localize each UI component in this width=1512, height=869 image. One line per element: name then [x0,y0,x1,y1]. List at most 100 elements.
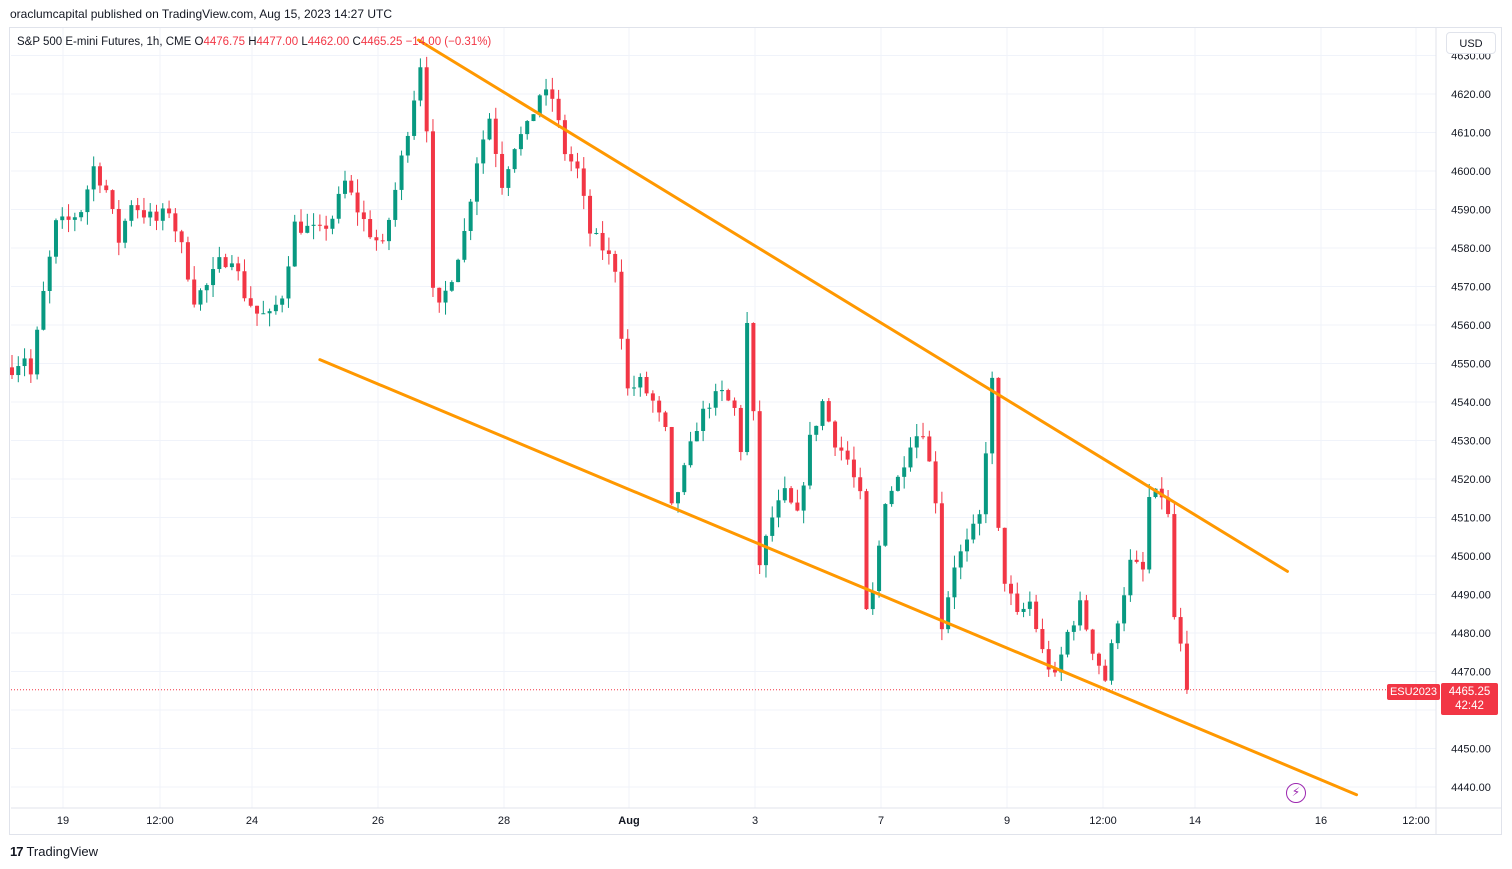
candle-body [632,387,637,389]
lower-channel-trendline [318,358,1359,797]
candle-body [16,366,21,376]
y-tick-label: 4570.00 [1451,282,1491,294]
close-label: C [352,36,361,48]
candle-body [1059,654,1064,673]
candle-body [487,118,492,140]
high-value: 4477.00 [256,36,299,48]
candle-body [933,461,938,504]
last-price-value: 4465.25 [1448,686,1491,698]
candle-body [921,436,926,438]
x-tick-label: 12:00 [1402,815,1430,827]
currency-button[interactable]: USD [1446,32,1496,54]
candle-body [28,358,33,375]
candle-body [1096,653,1101,666]
candle-body [518,134,523,150]
candle-body [160,208,165,221]
candle-body [299,221,304,233]
candle-body [198,290,203,305]
candle-body [167,208,172,214]
x-tick-label: 12:00 [146,815,174,827]
candle-body [525,121,530,135]
candle-body [380,240,385,242]
candle-body [512,149,517,170]
candle-body [1178,617,1183,644]
candle-body [669,426,674,504]
candle-body [1084,600,1089,630]
candle-body [1140,561,1145,570]
candle-body [204,285,209,291]
candle-body [405,135,410,156]
candle-body [795,502,800,511]
candle-body [927,436,932,462]
candle-body [255,305,260,314]
candle-body [701,408,706,432]
candles [10,56,1189,694]
grid-lines [11,28,1436,808]
candle-body [305,225,310,233]
candle-body [324,225,329,229]
candle-body [726,390,731,401]
candle-body [185,242,190,280]
candle-body [908,447,913,468]
candle-body [877,545,882,592]
candle-body [1021,608,1026,612]
symbol-badge: ESU2023 [1387,684,1440,700]
candle-body [211,269,216,286]
candle-body [129,205,134,221]
candle-body [468,201,473,231]
candle-body [965,539,970,552]
candle-body [1071,625,1076,632]
candle-body [914,436,919,448]
candle-body [1078,600,1083,626]
y-tick-label: 4520.00 [1451,474,1491,486]
y-tick-label: 4480.00 [1451,628,1491,640]
candle-body [1027,601,1032,609]
candle-body [1034,601,1039,630]
candle-body [500,153,505,188]
candle-body [588,195,593,234]
candle-body [47,256,52,291]
candle-body [286,266,291,299]
candle-body [537,95,542,115]
chart-frame[interactable] [9,27,1502,835]
candle-body [531,114,536,122]
x-tick-label: 9 [1004,815,1010,827]
candle-body [562,120,567,155]
candle-body [789,488,794,503]
candle-body [79,212,84,218]
candle-body [443,290,448,303]
low-label: L [301,36,308,48]
candle-body [292,221,297,267]
lightning-bolt-icon[interactable]: ⚡︎ [1286,783,1306,803]
chart-legend: S&P 500 E-mini Futures, 1h, CME O4476.75… [17,36,491,48]
candle-body [506,169,511,188]
candle-body [1115,623,1120,644]
candle-body [1134,559,1139,562]
candle-body [839,447,844,451]
candle-body [53,220,58,257]
candle-body [10,367,14,376]
candle-body [707,407,712,409]
candle-body [738,407,743,453]
x-tick-label: Aug [618,815,639,827]
candle-body [619,271,624,339]
candle-body [1153,488,1158,498]
x-tick-label: 12:00 [1089,815,1117,827]
candle-body [820,401,825,426]
candle-body [851,459,856,478]
candle-body [261,313,266,315]
candle-body [173,213,178,232]
candle-body [833,421,838,448]
candle-body [1166,497,1171,515]
x-tick-label: 3 [752,815,758,827]
candle-body [311,224,316,226]
tradingview-logo[interactable]: 17 TradingView [10,844,98,859]
candle-body [481,139,486,164]
candle-body [550,89,555,99]
candle-body [983,453,988,515]
x-tick-label: 7 [878,815,884,827]
candle-body [770,517,775,536]
candle-body [368,219,373,238]
candle-body [644,376,649,394]
